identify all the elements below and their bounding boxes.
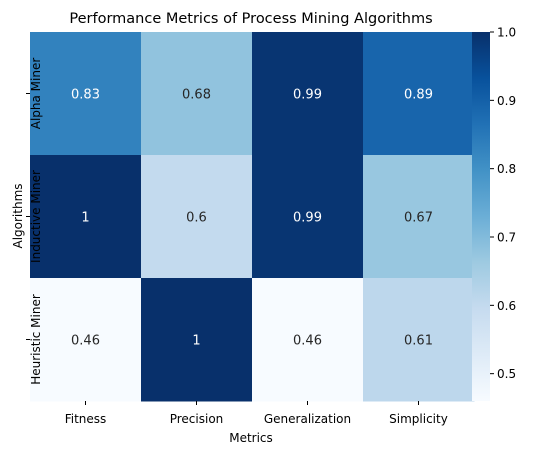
cell-value-label-1-2: 0.99	[293, 211, 322, 226]
heatmap-cell-2-2	[252, 278, 364, 402]
heatmap-cell-2-3	[363, 278, 475, 402]
x-axis-label: Metrics	[229, 431, 273, 445]
heatmap-cell-2-1	[141, 278, 253, 402]
cell-value-label-1-0: 1	[81, 211, 89, 226]
x-tick-label: Simplicity	[389, 412, 448, 426]
colorbar-tick-label: 0.9	[497, 94, 516, 108]
colorbar-ticks: 0.5 0.6 0.7 0.8 0.9 1.0	[490, 26, 516, 381]
heatmap-cell-1-0	[30, 155, 142, 279]
x-axis-ticks: Fitness Precision Generalization Simplicity	[65, 401, 448, 426]
colorbar	[472, 32, 490, 401]
heatmap-cell-1-3	[363, 155, 475, 279]
cell-value-label-2-1: 1	[192, 334, 200, 349]
heatmap-cells: 0.83 0.68 0.99 0.89 1 0.6 0.99 0.67 0.46 1 0.46 0.6…	[30, 32, 475, 402]
colorbar-tick-label: 0.5	[497, 367, 516, 381]
heatmap-cell-0-1	[141, 32, 253, 156]
y-tick-label: Heuristic Miner	[29, 294, 43, 385]
x-tick-label: Generalization	[264, 412, 351, 426]
colorbar-tick-label: 0.7	[497, 231, 516, 245]
heatmap-cell-2-0	[30, 278, 142, 402]
y-tick-label: Alpha Miner	[29, 58, 43, 130]
heatmap-cell-0-2	[252, 32, 364, 156]
x-tick-label: Fitness	[65, 412, 107, 426]
cell-value-label-2-0: 0.46	[71, 334, 100, 349]
cell-value-label-1-1: 0.6	[186, 211, 207, 226]
cell-value-label-2-2: 0.46	[293, 334, 322, 349]
heatmap-cell-0-3	[363, 32, 475, 156]
cell-value-label-0-1: 0.68	[182, 88, 211, 103]
y-tick-label: Inductive Miner	[29, 170, 43, 263]
cell-value-label-1-3: 0.67	[404, 211, 433, 226]
cell-value-label-2-3: 0.61	[404, 334, 433, 349]
y-axis-ticks: Alpha Miner Inductive Miner Heuristic Mine…	[26, 58, 43, 385]
heatmap-cell-0-0	[30, 32, 142, 156]
heatmap-cell-1-1	[141, 155, 253, 279]
colorbar-tick-label: 0.8	[497, 162, 516, 176]
y-axis-label: Algorithms	[11, 183, 25, 248]
x-tick-label: Precision	[170, 412, 224, 426]
colorbar-tick-label: 1.0	[497, 26, 516, 40]
cell-value-label-0-2: 0.99	[293, 88, 322, 103]
cell-value-label-0-3: 0.89	[404, 88, 433, 103]
colorbar-tick-label: 0.6	[497, 299, 516, 313]
heatmap-cell-1-2	[252, 155, 364, 279]
chart-title: Performance Metrics of Process Mining Al…	[69, 11, 432, 27]
cell-value-label-0-0: 0.83	[71, 88, 100, 103]
